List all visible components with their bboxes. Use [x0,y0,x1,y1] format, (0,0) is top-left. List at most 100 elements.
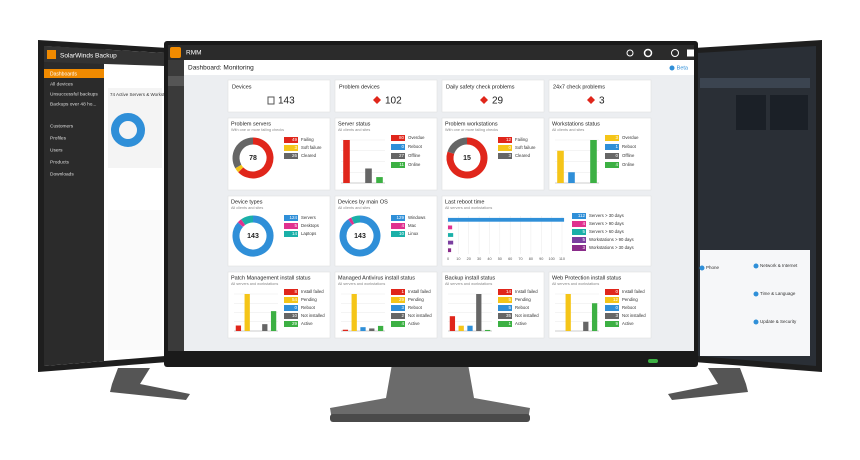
donut-total: 15 [463,155,471,162]
legend-label: Install failed [408,289,431,294]
legend-value: 5 [294,223,297,228]
widget-title: Backup install status [445,275,495,281]
legend-label: Servers > 90 days [589,221,624,226]
stands [110,364,748,422]
left-menu-item[interactable]: Users [50,147,63,153]
left-menu-item[interactable]: Products [50,159,70,165]
legend-value: 80 [399,135,405,140]
summary-value: 3 [599,96,605,107]
legend-label: Active [622,321,634,326]
summary-label: 24x7 check problems [553,84,605,90]
right-stand [668,368,748,400]
legend-value: 14 [506,289,512,294]
left-menu-item[interactable]: Customers [50,123,74,129]
legend-label: Pending [515,297,531,302]
x-tick-label: 100 [548,257,554,261]
rail-active[interactable] [168,76,184,86]
left-header [44,46,165,66]
settings-item: Network & Internet [760,263,798,268]
donut-segment [241,215,254,226]
donut-segment [238,137,274,179]
legend-box [391,215,405,221]
donut-segment [348,217,355,226]
summary-card [441,79,545,113]
left-menu-item[interactable]: Downloads [50,171,74,177]
legend-label: Reboot [515,305,530,310]
legend-value: 5 [582,229,585,234]
legend-value: 4 [582,221,585,226]
left-menu: All devices Unsuccessful backups Backups o… [50,81,98,177]
legend-label: Reboot [622,305,637,310]
left-menu-item[interactable]: Backups over 48 ho... [50,101,96,107]
donut-total: 143 [247,233,259,240]
legend-value: 29 [399,297,405,302]
legend-label: Failing [301,137,314,142]
widget-subtitle: With one or more failing checks [445,128,498,132]
donut-segment [235,164,244,173]
bar [565,294,571,331]
left-menu-item[interactable]: All devices [50,81,74,87]
legend-value: 26 [292,153,298,158]
legend-value: 4 [615,162,618,167]
donut-segment [351,215,361,224]
legend-value: 0 [615,153,618,158]
summary-label: Problem devices [339,84,380,90]
widget-card [334,117,438,191]
donut-segment [447,137,468,155]
legend-label: Offline [622,153,635,158]
settings-item: Phone [706,265,720,270]
legend-box [605,321,619,327]
legend-box [498,145,512,151]
widget-title: Server status [338,121,371,127]
legend-label: Not installed [515,313,539,318]
x-tick-label: 50 [498,257,502,261]
legend-box [391,305,405,311]
legend-box [391,144,405,150]
settings-icon[interactable] [643,48,653,58]
x-tick-label: 10 [456,257,460,261]
right-tile [736,95,766,130]
summary-label: Daily safety check problems [446,84,515,90]
x-tick-label: 90 [539,257,543,261]
bar [448,248,452,253]
left-menu-item[interactable]: Profiles [50,135,67,141]
legend-box [284,297,298,303]
legend-label: Failing [515,137,528,142]
widget-subtitle: All servers and workstations [445,206,492,210]
widget-title: Managed Antivirus install status [338,275,415,281]
summary-value: 102 [385,96,402,107]
help-icon[interactable] [671,49,679,57]
legend-label: Active [408,321,420,326]
legend-box [391,289,405,295]
legend-value: 14 [292,231,298,236]
bar [590,140,597,183]
bar [476,294,482,331]
x-tick-label: 40 [487,257,491,261]
bar [235,325,242,331]
legend-value: 12 [506,137,512,142]
x-tick-label: 60 [508,257,512,261]
bar [448,217,565,222]
legend-label: Reboot [301,305,316,310]
icon-rail [168,60,184,351]
bar [365,168,372,183]
widget-subtitle: All servers and workstations [445,282,492,286]
left-logo [47,50,56,59]
legend-label: Linux [408,231,419,236]
left-monitor: SolarWinds Backup Dashboards All devices… [38,40,168,372]
widget-title: Last reboot time [445,199,484,205]
beta-link[interactable]: Beta [677,65,689,71]
widget-subtitle: All clients and sites [231,206,263,210]
legend-value: 3 [401,305,404,310]
bell-icon[interactable] [626,49,634,57]
apps-icon[interactable] [687,49,694,57]
left-menu-item[interactable]: Unsuccessful backups [50,91,98,97]
legend-box [391,223,405,229]
donut-total: 143 [354,233,366,240]
right-tile [770,95,808,130]
settings-icon [699,265,705,271]
x-tick-label: 30 [477,257,481,261]
widget-card [441,117,545,191]
bar [557,150,564,183]
